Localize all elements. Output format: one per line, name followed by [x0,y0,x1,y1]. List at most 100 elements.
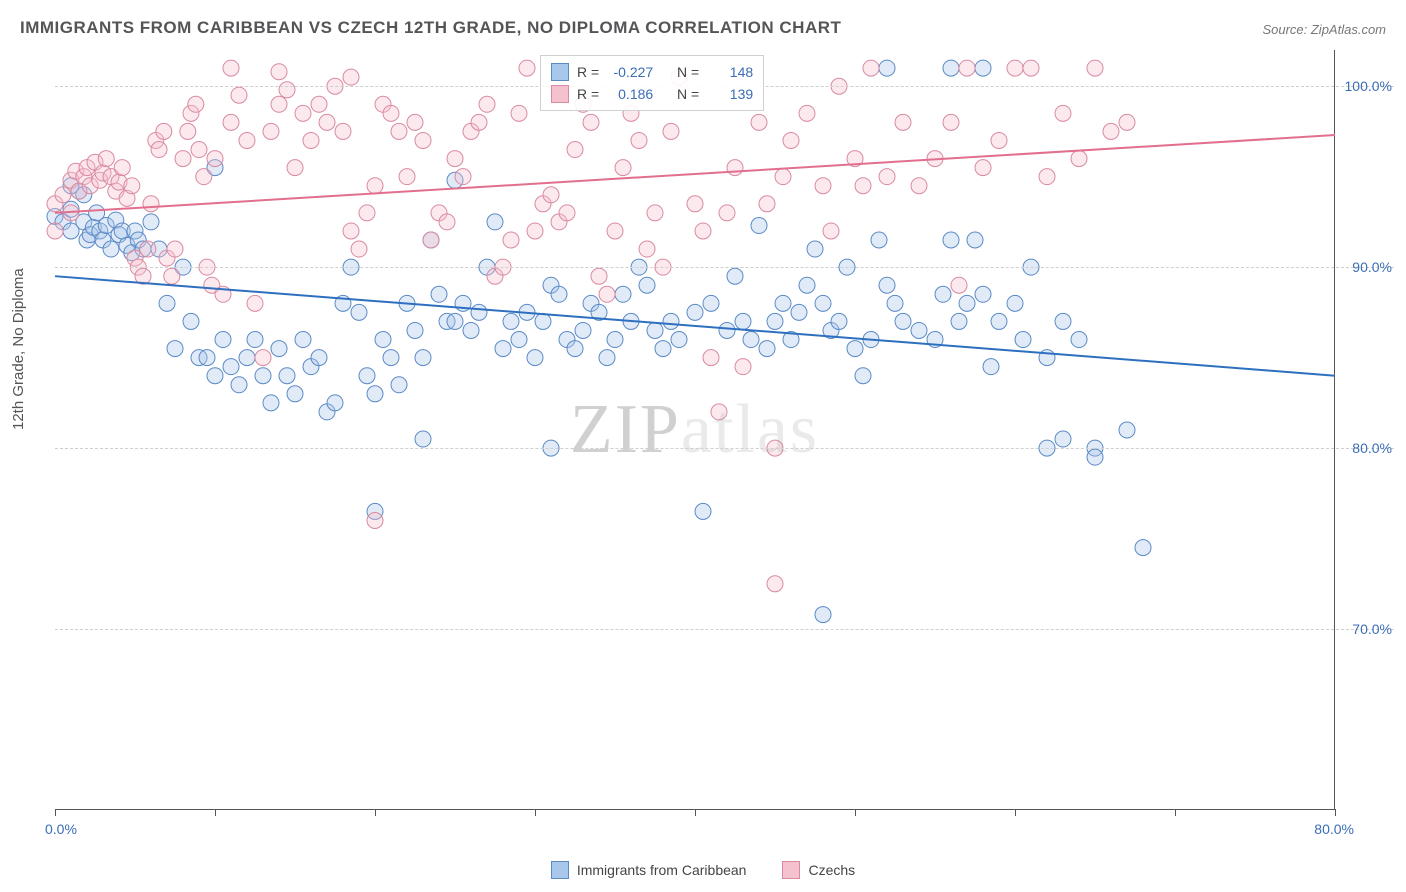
data-point [156,123,172,139]
data-point [703,295,719,311]
data-point [743,332,759,348]
data-point [511,332,527,348]
x-tick-mark [1015,809,1016,816]
legend-swatch [551,63,569,81]
data-point [207,368,223,384]
x-tick-mark [215,809,216,816]
data-point [415,431,431,447]
data-point [1119,422,1135,438]
data-point [375,332,391,348]
data-point [447,313,463,329]
x-tick-mark [1175,809,1176,816]
data-point [615,160,631,176]
data-point [1007,295,1023,311]
data-point [463,322,479,338]
data-point [223,114,239,130]
y-tick-label: 100.0% [1345,78,1392,94]
legend-item: Czechs [782,861,855,879]
data-point [943,60,959,76]
data-point [631,132,647,148]
data-point [1039,169,1055,185]
data-point [959,60,975,76]
data-point [271,96,287,112]
data-point [583,114,599,130]
data-point [607,332,623,348]
data-point [167,241,183,257]
data-point [567,142,583,158]
data-point [231,87,247,103]
y-tick-label: 80.0% [1352,440,1392,456]
data-point [855,178,871,194]
data-point [279,368,295,384]
x-tick-label: 80.0% [1314,821,1354,837]
data-point [287,386,303,402]
data-point [575,322,591,338]
data-point [1055,431,1071,447]
data-point [247,332,263,348]
data-point [327,395,343,411]
data-point [639,241,655,257]
series-legend: Immigrants from Caribbean Czechs [0,861,1406,882]
data-point [479,96,495,112]
data-point [951,277,967,293]
data-point [503,232,519,248]
data-point [759,196,775,212]
data-point [263,123,279,139]
data-point [343,69,359,85]
data-point [471,304,487,320]
data-point [367,386,383,402]
scatter-svg [55,50,1334,809]
data-point [879,277,895,293]
data-point [943,232,959,248]
data-point [831,313,847,329]
data-point [511,105,527,121]
data-point [527,223,543,239]
legend-label: Immigrants from Caribbean [577,862,747,878]
data-point [255,350,271,366]
data-point [319,114,335,130]
data-point [1007,60,1023,76]
data-point [1071,332,1087,348]
data-point [879,60,895,76]
data-point [351,241,367,257]
gridline [55,448,1394,449]
data-point [423,232,439,248]
data-point [1135,540,1151,556]
data-point [439,214,455,230]
data-point [1055,313,1071,329]
chart-title: IMMIGRANTS FROM CARIBBEAN VS CZECH 12TH … [20,18,841,38]
x-tick-mark [375,809,376,816]
y-tick-label: 70.0% [1352,621,1392,637]
y-axis-label: 12th Grade, No Diploma [10,268,27,430]
data-point [167,341,183,357]
data-point [279,82,295,98]
data-point [727,160,743,176]
data-point [975,286,991,302]
data-point [647,322,663,338]
x-tick-mark [535,809,536,816]
data-point [247,295,263,311]
data-point [359,205,375,221]
data-point [1087,449,1103,465]
data-point [895,313,911,329]
data-point [1055,105,1071,121]
data-point [503,313,519,329]
data-point [967,232,983,248]
data-point [1015,332,1031,348]
data-point [124,178,140,194]
data-point [407,114,423,130]
data-point [767,313,783,329]
data-point [196,169,212,185]
x-tick-mark [55,809,56,816]
data-point [751,218,767,234]
data-point [114,160,130,176]
data-point [711,404,727,420]
data-point [271,341,287,357]
data-point [975,160,991,176]
data-point [199,350,215,366]
data-point [647,205,663,221]
data-point [719,322,735,338]
data-point [455,169,471,185]
data-point [527,350,543,366]
data-point [1023,60,1039,76]
